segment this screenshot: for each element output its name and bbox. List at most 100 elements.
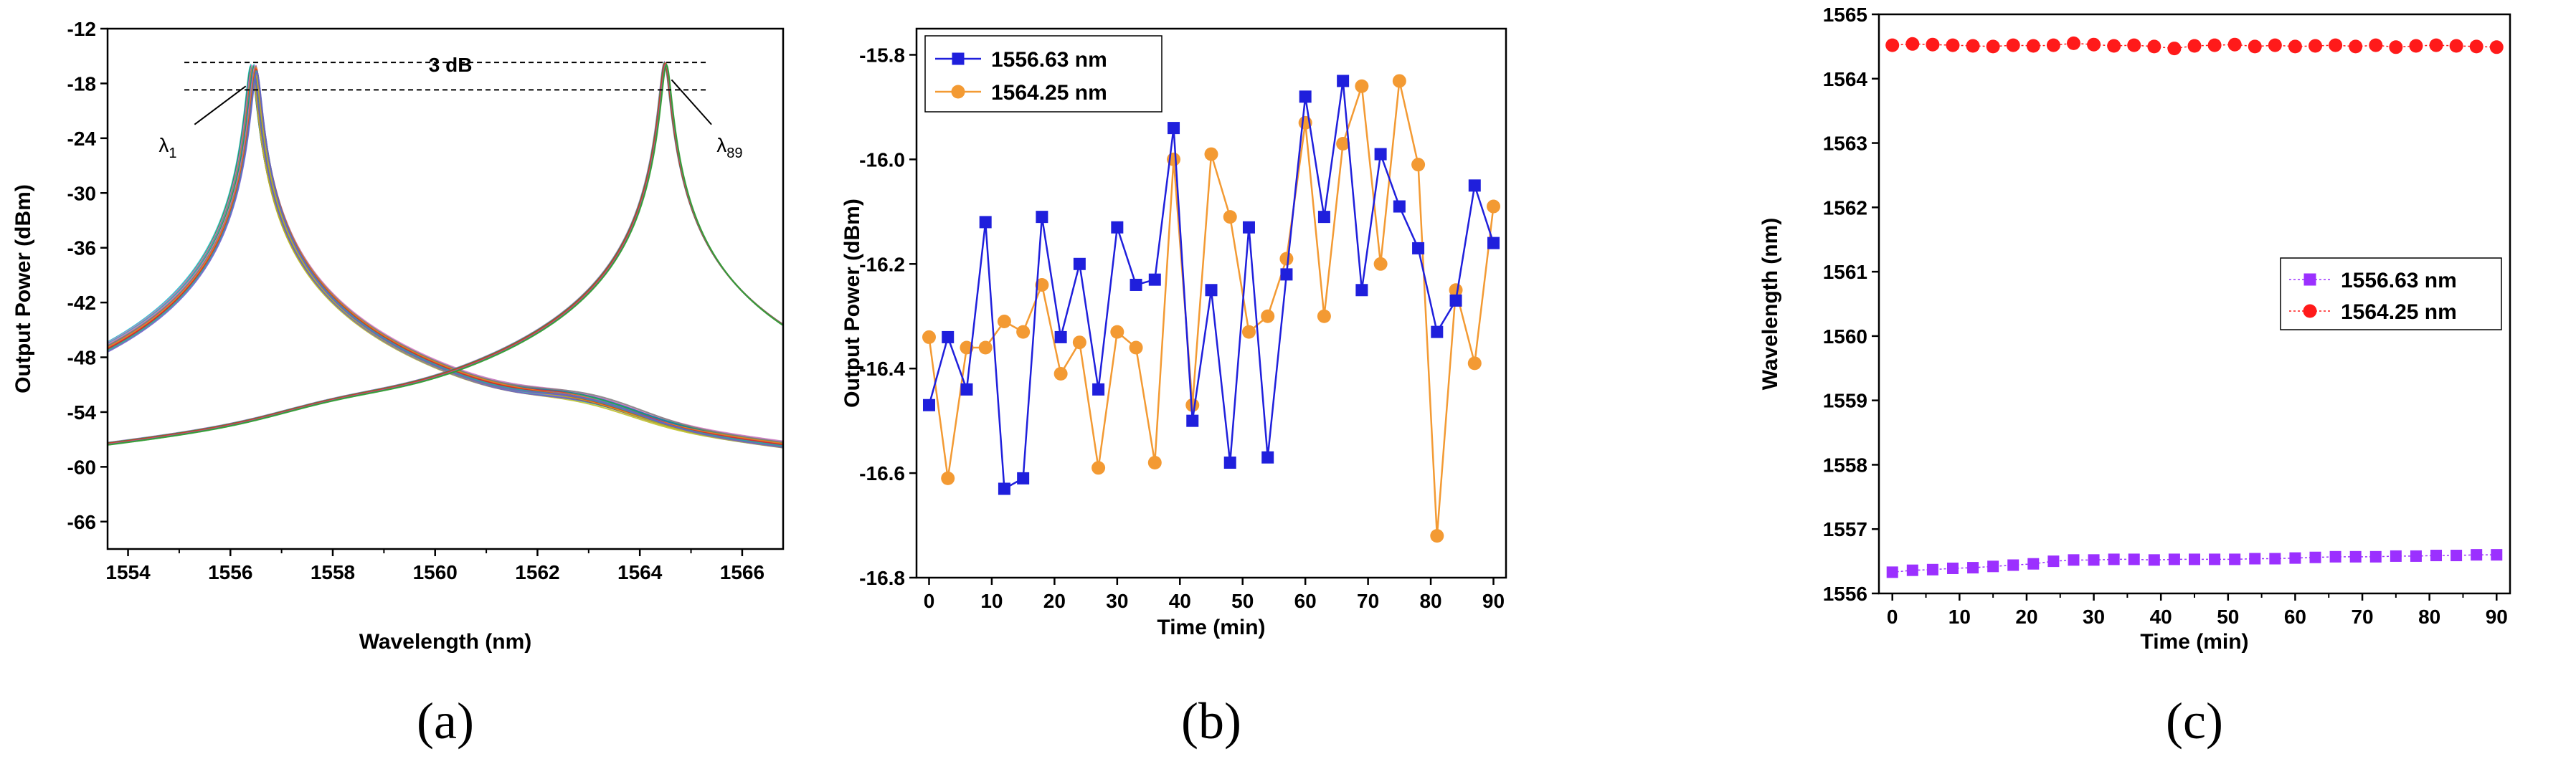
panel-b-data-point	[997, 315, 1011, 329]
panel-c-y-axis-label: Wavelength (nm)	[1758, 218, 1782, 391]
panel-b-x-tick-label: 30	[1106, 590, 1128, 612]
panel-c-legend-marker	[2303, 304, 2317, 318]
panel-b-data-point	[1223, 210, 1237, 224]
panel-c-data-point	[2249, 553, 2261, 565]
panel-c-data-point	[2088, 554, 2100, 566]
panel-c-data-point	[1926, 37, 1940, 52]
panel-c-wavelength-stability-chart: 0 10 20 30 40 50 60 70 80 90 1556 1557 1558 1559 1560 1…	[1758, 4, 2511, 750]
panel-c-data-point	[2027, 558, 2040, 570]
panel-c-data-point	[2369, 38, 2383, 52]
panel-c-y-tick-label: 1559	[1823, 390, 1867, 412]
panel-c-y-tick-label: 1562	[1823, 196, 1867, 219]
panel-b-x-tick-label: 90	[1482, 590, 1505, 612]
panel-c-data-point	[2268, 38, 2282, 52]
panel-b-data-point	[1280, 268, 1293, 281]
panel-c-x-tick-label: 40	[2150, 606, 2172, 628]
panel-b-data-point	[1374, 148, 1387, 161]
panel-b-data-point	[1487, 237, 1500, 249]
panel-b-caption: (b)	[1181, 692, 1241, 750]
panel-b-legend-marker	[951, 85, 965, 99]
panel-c-x-tick-label: 80	[2418, 606, 2440, 628]
panel-c-data-point	[2369, 550, 2382, 563]
panel-b-data-point	[941, 471, 955, 485]
panel-b-data-point	[1035, 277, 1049, 292]
panel-c-data-point	[2389, 40, 2403, 54]
panel-b-legend: 1556.63 nm 1564.25 nm	[924, 35, 1162, 113]
panel-c-data-point	[2209, 553, 2221, 565]
panel-b-data-point	[922, 330, 936, 344]
panel-b-series	[922, 74, 1501, 543]
panel-b-axes: 0 10 20 30 40 50 60 70 80 90 -15.8 -16.0 -16.2 -16.4 -…	[859, 27, 1507, 612]
panel-c-legend: 1556.63 nm 1564.25 nm	[2280, 257, 2502, 330]
panel-a-3db-reference-lines	[184, 62, 706, 91]
panel-b-data-point	[1449, 294, 1462, 307]
panel-c-data-point	[1905, 37, 1920, 51]
panel-b-data-point	[1147, 456, 1162, 470]
panel-c-x-tick-label: 50	[2217, 606, 2239, 628]
panel-a-spectrum-chart: 3 dB λ1 λ89 1554 1556 1558 1560 1562 1564 1566…	[11, 18, 785, 750]
panel-b-data-point	[1092, 461, 1106, 475]
panel-c-legend-label-1556: 1556.63 nm	[2341, 269, 2457, 292]
panel-c-data-point	[2329, 38, 2343, 52]
panel-c-data-point	[1986, 39, 2000, 54]
panel-b-y-tick-label: -16.4	[859, 358, 905, 380]
panel-c-data-point	[2410, 550, 2422, 562]
panel-b-data-point	[1148, 273, 1161, 286]
panel-b-data-point	[1393, 200, 1406, 213]
panel-a-annotation-arrows	[194, 79, 712, 125]
panel-b-legend-box	[924, 35, 1162, 113]
panel-b-data-point	[978, 340, 993, 355]
panel-b-x-tick-label: 70	[1357, 590, 1379, 612]
panel-c-x-tick-label: 60	[2284, 606, 2306, 628]
panel-c-x-tick-label: 70	[2351, 606, 2373, 628]
panel-b-data-point	[1204, 147, 1218, 161]
panel-c-data-point	[2168, 553, 2180, 565]
panel-b-legend-label-1564: 1564.25 nm	[991, 81, 1107, 105]
panel-c-data-point	[2349, 550, 2362, 563]
panel-c-data-point	[2229, 553, 2241, 565]
panel-b-data-point	[1223, 457, 1236, 469]
panel-b-x-tick-label: 50	[1231, 590, 1254, 612]
panel-c-data-point	[2087, 37, 2101, 52]
panel-b-data-point	[1487, 199, 1501, 214]
panel-b-data-point	[1130, 278, 1142, 291]
panel-c-x-tick-label: 0	[1887, 606, 1898, 628]
panel-b-y-tick-label: -15.8	[859, 44, 905, 66]
panel-c-series	[1885, 36, 2504, 578]
lambda-89-symbol: λ	[716, 134, 726, 156]
panel-a-y-tick-label: -30	[67, 182, 96, 204]
panel-c-data-point	[2148, 554, 2160, 566]
panel-c-data-point	[2489, 40, 2504, 54]
panel-c-data-point	[2066, 36, 2080, 50]
panel-c-y-tick-label: 1557	[1823, 518, 1867, 540]
panel-c-data-point	[1966, 39, 1980, 53]
panel-c-axes: 0 10 20 30 40 50 60 70 80 90 1556 1557 1558 1559 1560 1…	[1823, 4, 2511, 628]
panel-b-data-point	[1242, 221, 1255, 234]
panel-b-x-axis-label: Time (min)	[1157, 616, 1265, 639]
panel-c-data-point	[2309, 551, 2321, 563]
panel-c-data-point	[2026, 39, 2040, 53]
panel-c-data-point	[1906, 564, 1918, 576]
panel-c-y-tick-label: 1561	[1823, 261, 1867, 283]
panel-b-data-point	[1241, 325, 1256, 339]
panel-c-y-tick-label: 1563	[1823, 133, 1867, 155]
panel-a-spectrum-trace	[108, 65, 783, 444]
panel-b-data-point	[1168, 122, 1180, 135]
panel-c-x-tick-label: 30	[2083, 606, 2105, 628]
panel-a-lambda-1-label: λ1	[158, 134, 176, 161]
panel-b-y-axis-label: Output Power (dBm)	[840, 199, 864, 408]
panel-a-axes: 1554 1556 1558 1560 1562 1564 1566 -12 -18 -24 -30…	[67, 18, 785, 583]
panel-c-data-point	[1946, 38, 1960, 52]
panel-b-data-point	[1411, 158, 1426, 172]
panel-a-arrow-lambda-1	[194, 85, 247, 125]
panel-a-spectrum-trace	[108, 66, 783, 444]
panel-a-x-tick-label: 1564	[617, 561, 663, 583]
panel-c-data-point	[2288, 39, 2302, 54]
panel-a-spectrum-trace	[108, 70, 783, 448]
panel-b-data-point	[1016, 325, 1031, 339]
panel-b-data-point	[1110, 325, 1124, 339]
panel-b-power-stability-chart: 0 10 20 30 40 50 60 70 80 90 -15.8 -16.0 -16.2 -16.4 -…	[840, 27, 1507, 750]
panel-c-y-tick-label: 1558	[1823, 454, 1867, 476]
panel-b-data-point	[942, 330, 955, 343]
panel-c-data-point	[2227, 37, 2242, 52]
